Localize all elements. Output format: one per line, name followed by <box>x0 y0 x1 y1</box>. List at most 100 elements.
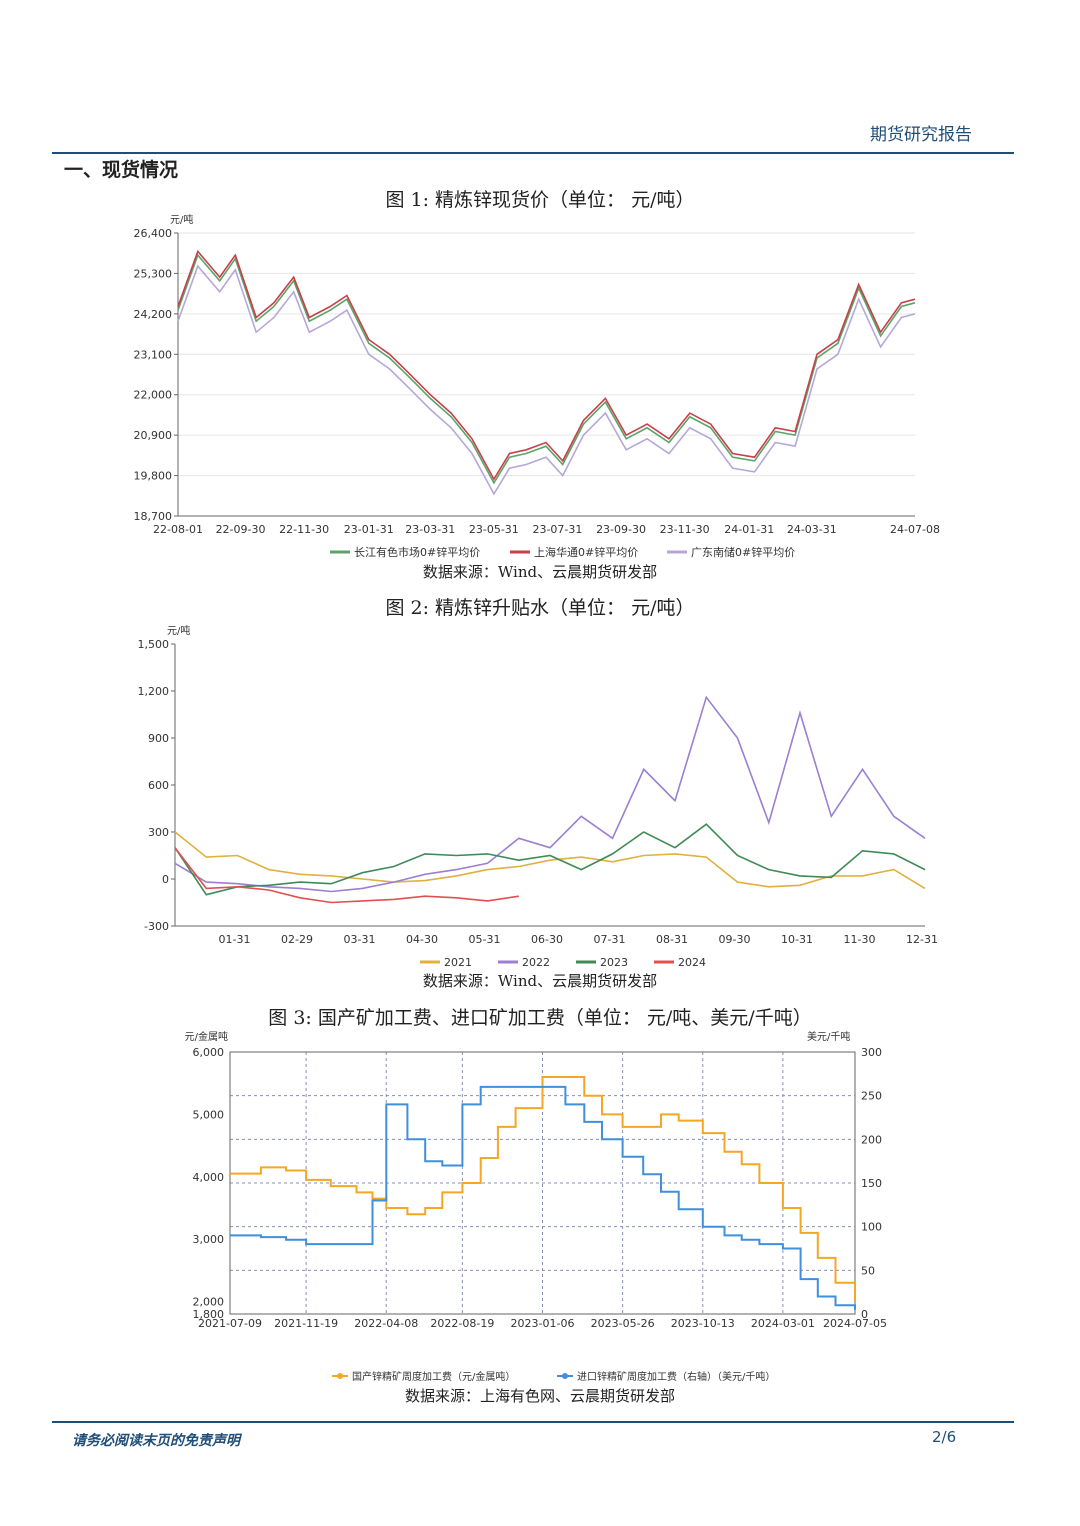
chart2-title: 图 2: 精炼锌升贴水（单位： 元/吨） <box>385 597 695 619</box>
footer-rule <box>52 1421 1014 1423</box>
x-tick-label: 2023-05-26 <box>591 1317 655 1330</box>
y-right-tick-label: 300 <box>861 1046 882 1059</box>
x-tick-label: 24-01-31 <box>724 523 774 536</box>
header-rule <box>52 152 1014 154</box>
x-tick-label: 11-30 <box>844 933 876 946</box>
y-right-tick-label: 250 <box>861 1090 882 1103</box>
y-left-tick-label: 3,000 <box>193 1233 225 1246</box>
legend-label-1: 2022 <box>522 956 550 968</box>
legend-label-2: 2023 <box>600 956 628 968</box>
x-tick-label: 04-30 <box>406 933 438 946</box>
x-tick-label: 01-31 <box>219 933 251 946</box>
y-right-tick-label: 150 <box>861 1177 882 1190</box>
x-tick-label: 02-29 <box>281 933 313 946</box>
legend-label-0: 国产锌精矿周度加工费（元/金属吨） <box>352 1370 515 1383</box>
y-tick-label: 19,800 <box>134 470 173 483</box>
y-left-tick-label: 2,000 <box>193 1296 225 1309</box>
y-tick-label: 20,900 <box>134 429 173 442</box>
legend-marker-0 <box>337 1373 343 1379</box>
y-tick-label: 25,300 <box>134 267 173 280</box>
y-tick-label: 22,000 <box>134 389 173 402</box>
y-tick-label: 600 <box>148 779 169 792</box>
y-right-tick-label: 200 <box>861 1133 882 1146</box>
y-right-tick-label: 0 <box>861 1308 868 1321</box>
y-left-unit: 元/金属吨 <box>185 1030 228 1043</box>
series-line-0 <box>230 1076 856 1302</box>
series-line-1 <box>230 1085 856 1310</box>
series-line-1 <box>174 695 926 893</box>
x-tick-label: 10-31 <box>781 933 813 946</box>
y-tick-label: 1,500 <box>138 638 170 651</box>
series-line-1 <box>177 249 916 481</box>
y-tick-label: 1,200 <box>138 685 170 698</box>
x-tick-label: 2024-07-05 <box>823 1317 887 1330</box>
x-tick-label: 23-11-30 <box>660 523 710 536</box>
y-left-tick-label: 5,000 <box>193 1108 225 1121</box>
y-tick-label: -300 <box>144 920 169 933</box>
x-tick-label: 09-30 <box>719 933 751 946</box>
x-tick-label: 23-01-31 <box>344 523 394 536</box>
y-tick-label: 0 <box>162 873 169 886</box>
x-tick-label: 23-09-30 <box>596 523 646 536</box>
x-tick-label: 2022-04-08 <box>354 1317 418 1330</box>
page-number: 2/6 <box>932 1428 957 1446</box>
y-tick-label: 24,200 <box>134 308 173 321</box>
report-type-label: 期货研究报告 <box>870 125 972 145</box>
y-left-tick-label: 4,000 <box>193 1171 225 1184</box>
x-tick-label: 2024-03-01 <box>751 1317 815 1330</box>
y-tick-label: 26,400 <box>134 227 173 240</box>
chart1-source: 数据来源：Wind、云晨期货研发部 <box>422 563 658 581</box>
x-tick-label: 07-31 <box>594 933 626 946</box>
y-right-tick-label: 50 <box>861 1264 875 1277</box>
x-tick-label: 2021-11-19 <box>274 1317 338 1330</box>
x-tick-label: 2022-08-19 <box>430 1317 494 1330</box>
x-tick-label: 03-31 <box>344 933 376 946</box>
chart2-source: 数据来源：Wind、云晨期货研发部 <box>422 972 658 990</box>
chart1-figure: 18,700 19,800 20,900 22,000 23,100 24,200 25,3… <box>134 213 940 559</box>
legend-label-0: 长江有色市场0#锌平均价 <box>354 545 480 559</box>
x-tick-label: 05-31 <box>469 933 501 946</box>
chart1-plot: 18,700 19,800 20,900 22,000 23,100 24,200 25,3… <box>134 213 940 559</box>
x-tick-label: 23-03-31 <box>405 523 455 536</box>
y-tick-label: 300 <box>148 826 169 839</box>
x-tick-label: 23-05-31 <box>469 523 519 536</box>
series-line-2 <box>174 823 926 896</box>
x-tick-label: 12-31 <box>906 933 938 946</box>
y-axis-unit: 元/吨 <box>167 624 190 637</box>
y-tick-label: 18,700 <box>134 510 173 523</box>
legend-label-3: 2024 <box>678 956 706 968</box>
section-title: 一、现货情况 <box>64 159 179 181</box>
series-line-3 <box>174 847 519 904</box>
x-tick-label: 23-07-31 <box>532 523 582 536</box>
footer-disclaimer: 请务必阅读末页的免责声明 <box>72 1433 240 1449</box>
x-tick-label: 06-30 <box>531 933 563 946</box>
x-tick-label: 2023-01-06 <box>511 1317 575 1330</box>
legend-label-1: 进口锌精矿周度加工费（右轴）（美元/千吨） <box>577 1370 775 1383</box>
series-line-2 <box>177 264 916 496</box>
chart1-title: 图 1: 精炼锌现货价（单位： 元/吨） <box>385 189 695 211</box>
plot-frame <box>229 1051 856 1315</box>
legend-label-0: 2021 <box>444 956 472 968</box>
legend-label-1: 上海华通0#锌平均价 <box>534 545 638 559</box>
x-tick-label: 2021-07-09 <box>198 1317 262 1330</box>
y-left-tick-label: 6,000 <box>193 1046 225 1059</box>
chart3-title: 图 3: 国产矿加工费、进口矿加工费（单位： 元/吨、美元/千吨） <box>268 1007 812 1029</box>
y-right-tick-label: 100 <box>861 1221 882 1234</box>
legend-marker-1 <box>562 1373 568 1379</box>
chart3-source: 数据来源：上海有色网、云晨期货研发部 <box>404 1387 675 1405</box>
x-tick-label: 22-11-30 <box>279 523 329 536</box>
series-line-0 <box>177 253 916 485</box>
y-tick-label: 900 <box>148 732 169 745</box>
y-right-unit: 美元/千吨 <box>807 1030 850 1043</box>
x-tick-label: 24-03-31 <box>787 523 837 536</box>
y-tick-label: 23,100 <box>134 348 173 361</box>
x-tick-label: 24-07-08 <box>890 523 940 536</box>
series-line-0 <box>174 831 926 890</box>
x-tick-label: 22-08-01 <box>153 523 203 536</box>
x-tick-label: 22-09-30 <box>216 523 266 536</box>
legend-label-2: 广东南储0#锌平均价 <box>691 545 795 559</box>
